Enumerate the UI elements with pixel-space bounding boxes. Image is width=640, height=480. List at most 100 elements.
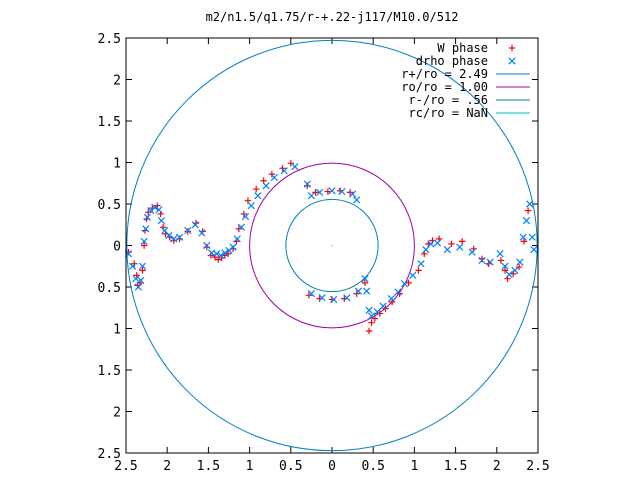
data-point: [367, 312, 376, 320]
legend-marker: [508, 57, 516, 65]
data-point: [254, 192, 262, 200]
data-point: [409, 271, 417, 280]
y-tick-label: 1: [113, 157, 121, 172]
data-point: [387, 294, 395, 303]
data-point: [394, 288, 402, 296]
data-point: [252, 185, 260, 193]
data-point: [353, 196, 361, 204]
data-point: [373, 308, 381, 316]
data-point: [515, 263, 523, 271]
data-point: [191, 221, 199, 229]
y-tick-label: 1.5: [98, 115, 121, 130]
data-point: [140, 237, 148, 245]
data-point: [516, 258, 524, 266]
data-point: [520, 238, 528, 245]
x-tick-label: 2.5: [526, 459, 549, 474]
data-point: [501, 267, 509, 274]
data-point: [365, 306, 373, 314]
data-point: [528, 233, 536, 241]
data-point: [343, 294, 351, 302]
data-point: [427, 240, 435, 248]
y-tick-label: 2: [113, 406, 121, 421]
legend-label: W phase: [437, 41, 488, 55]
x-tick-label: 0: [328, 459, 336, 474]
data-point: [433, 239, 442, 247]
data-point: [142, 225, 150, 233]
data-point: [318, 294, 326, 302]
data-point: [140, 242, 148, 249]
y-tick-label: 0.5: [98, 281, 121, 296]
data-point: [348, 190, 357, 198]
data-point: [354, 287, 362, 295]
data-point: [128, 262, 137, 270]
data-point: [143, 213, 152, 221]
data-point: [365, 327, 373, 335]
x-tick-label: 1: [246, 459, 254, 474]
data-point: [287, 160, 294, 167]
data-point: [262, 182, 270, 190]
data-point: [338, 187, 346, 196]
circles-layer: [126, 39, 538, 452]
legend-label: drho phase: [416, 54, 488, 68]
x-tick-label: 2: [493, 459, 501, 474]
data-point: [312, 189, 319, 196]
data-point: [448, 240, 455, 248]
data-point: [330, 295, 338, 304]
y-tick-label: 1.5: [98, 364, 121, 379]
data-point: [361, 279, 369, 287]
plot-frame: [125, 37, 539, 454]
data-point: [151, 203, 159, 211]
data-point: [362, 287, 371, 295]
data-point: [379, 302, 387, 310]
x-tick-label: 2.5: [114, 459, 137, 474]
x-tick-label: 2: [163, 459, 171, 474]
data-point: [478, 256, 486, 265]
data-point: [405, 279, 412, 287]
data-point: [307, 192, 316, 200]
data-point: [324, 188, 332, 195]
data-point: [161, 226, 169, 235]
data-point: [221, 249, 229, 257]
data-point: [139, 267, 146, 274]
data-point: [247, 202, 255, 210]
legend-label: rc/ro = NaN: [409, 106, 488, 120]
data-point: [316, 188, 324, 197]
data-point: [157, 216, 166, 225]
data-point: [496, 250, 504, 258]
data-point: [422, 246, 430, 254]
y-tick-label: 0.5: [98, 198, 121, 213]
data-point: [213, 250, 221, 258]
data-point: [198, 229, 206, 237]
data-point: [280, 167, 288, 175]
data-point: [417, 260, 425, 268]
reference-circle: [285, 198, 379, 293]
y-tick-label: 0: [113, 240, 121, 255]
y-tick-label: 2.5: [98, 447, 121, 462]
data-point: [361, 275, 369, 283]
data-point: [138, 262, 147, 270]
data-point: [505, 270, 513, 279]
data-point: [468, 248, 476, 256]
data-point: [175, 233, 184, 241]
data-point: [233, 235, 241, 243]
data-point: [400, 280, 409, 288]
data-point: [443, 246, 451, 254]
data-point: [456, 243, 464, 251]
data-point: [184, 226, 192, 235]
chart-title: m2/n1.5/q1.75/r-+.22-j117/M10.0/512: [206, 10, 459, 24]
y-tick-label: 2.5: [98, 32, 121, 47]
reference-circle: [126, 39, 538, 452]
x-tick-label: 1.5: [444, 459, 467, 474]
data-point: [530, 246, 538, 254]
data-point: [415, 267, 422, 274]
data-point: [229, 243, 237, 251]
data-point: [165, 231, 173, 240]
legend-label: ro/ro = 1.00: [401, 80, 488, 94]
data-point: [524, 207, 532, 214]
data-point: [291, 163, 299, 171]
legend-marker: [508, 44, 516, 52]
data-point: [132, 275, 140, 283]
legend-label: r+/ro = 2.49: [401, 67, 488, 81]
